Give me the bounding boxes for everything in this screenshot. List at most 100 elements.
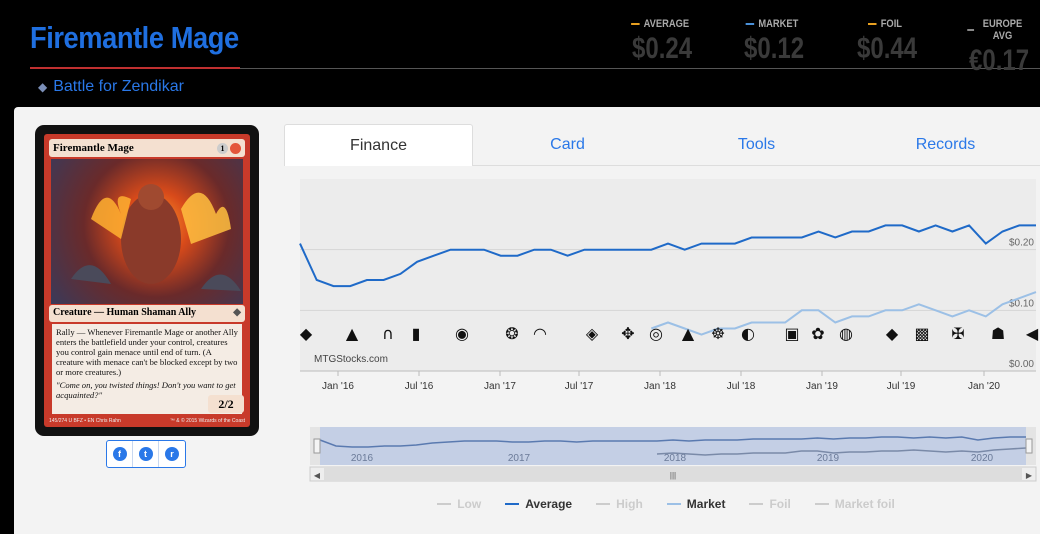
share-reddit-button[interactable]: r	[159, 441, 185, 467]
set-release-icon[interactable]: ✥	[621, 324, 634, 343]
x-tick-label: Jul '18	[727, 381, 756, 392]
set-release-icon[interactable]: ◀	[1026, 324, 1039, 343]
price-chart[interactable]: $0.20 $0.10 $0.00 ◆ ▲ ∩ ▮ ◉ ❂ ◠ ◈ ✥ ◎ ▲ ☸ ◐ ▣ ✿ ◍ ◆ ▩ ✠ ☗ ◀ MTGS…	[292, 169, 1040, 534]
card-footer: 145/274 U BFZ • EN Chris Rahn ™ & © 2015…	[49, 418, 245, 424]
set-release-icon[interactable]: ▮	[412, 324, 421, 343]
legend-label: High	[616, 497, 643, 511]
set-release-icon[interactable]: ◉	[455, 324, 469, 343]
set-release-icon[interactable]: ☗	[991, 324, 1005, 343]
set-release-icon[interactable]: ◈	[586, 324, 599, 343]
price-label: AVERAGE	[630, 18, 690, 30]
share-buttons: f t r	[106, 440, 186, 468]
share-twitter-button[interactable]: t	[133, 441, 159, 467]
navigator-series-market	[656, 447, 1027, 456]
set-release-icon[interactable]: ▩	[914, 324, 929, 343]
set-release-icon[interactable]: ◆	[300, 324, 313, 343]
scrollbar-thumb[interactable]	[324, 468, 1022, 480]
set-symbol-icon: ◆	[38, 80, 48, 94]
price-value: $0.12	[744, 32, 805, 65]
set-release-icon[interactable]: ✿	[811, 324, 824, 343]
set-release-icon[interactable]: ☸	[711, 324, 725, 343]
set-release-icon[interactable]: ◎	[649, 324, 663, 343]
series-line-average[interactable]	[299, 224, 1036, 288]
navigator-label: 2020	[971, 453, 994, 464]
set-release-icon[interactable]: ◆	[886, 324, 899, 343]
x-tick-label: Jan '19	[806, 381, 838, 392]
set-release-icon[interactable]: ❂	[505, 324, 518, 343]
price-europe-avg: EUROPE AVG €0.17	[962, 18, 1032, 78]
set-release-icon[interactable]: ▣	[784, 324, 799, 343]
tab-tools[interactable]: Tools	[737, 136, 776, 153]
card-set-line: BFZ • EN	[73, 418, 95, 424]
legend-label: Average	[525, 497, 573, 511]
set-link[interactable]: ◆ Battle for Zendikar	[38, 78, 184, 96]
set-release-icon[interactable]: ◐	[741, 324, 755, 343]
scroll-right-icon[interactable]: ▶	[1026, 471, 1033, 480]
series-swatch-icon	[867, 23, 877, 25]
set-name: Battle for Zendikar	[53, 78, 184, 95]
set-release-icon[interactable]: ◍	[839, 324, 853, 343]
legend-label: Market	[686, 497, 726, 511]
set-release-icon[interactable]: ▲	[682, 324, 695, 343]
x-tick-label: Jul '17	[565, 381, 594, 392]
set-release-icon[interactable]: ◠	[533, 324, 547, 343]
mana-cost-icon: 1	[217, 142, 241, 154]
card-image[interactable]: Firemantle Mage 1 Creature — Human Shama…	[35, 125, 259, 436]
set-rarity-icon: ◆	[233, 307, 241, 318]
series-swatch-icon	[630, 23, 640, 25]
x-tick-label: Jul '16	[405, 381, 434, 392]
share-facebook-button[interactable]: f	[107, 441, 133, 467]
set-release-icon[interactable]: ✠	[951, 324, 964, 343]
navigator-handle-left[interactable]	[313, 438, 321, 454]
plot-area	[300, 179, 1036, 371]
legend-swatch-icon	[749, 503, 764, 505]
price-average: AVERAGE $0.24	[625, 18, 695, 66]
chart-watermark: MTGStocks.com	[314, 354, 388, 365]
series-line-market[interactable]	[650, 291, 1037, 336]
legend-item-market[interactable]: Market	[666, 497, 726, 511]
tab-bar: Finance Card Tools Records	[284, 124, 1040, 166]
page-title: Firemantle Mage	[30, 20, 239, 55]
main-panel: Firemantle Mage 1 Creature — Human Shama…	[14, 107, 1040, 534]
price-chart-svg[interactable]: $0.20 $0.10 $0.00 ◆ ▲ ∩ ▮ ◉ ❂ ◠ ◈ ✥ ◎ ▲ ☸ ◐ ▣ ✿ ◍ ◆ ▩ ✠ ☗ ◀ MTGS…	[292, 169, 1040, 489]
card-collector-number: 145/274 U	[49, 418, 73, 424]
set-release-icon[interactable]: ▲	[346, 324, 359, 343]
set-release-icon[interactable]: ∩	[382, 324, 394, 343]
tab-records[interactable]: Records	[915, 136, 976, 153]
legend-item-high[interactable]: High	[596, 497, 643, 511]
card-name: Firemantle Mage	[53, 142, 134, 154]
facebook-icon: f	[112, 447, 127, 461]
y-tick-label: $0.20	[1009, 238, 1034, 249]
legend-swatch-icon	[666, 503, 681, 505]
price-label: EUROPE AVG	[967, 18, 1027, 42]
title-divider	[30, 68, 1040, 69]
x-tick-label: Jul '19	[887, 381, 916, 392]
series-swatch-icon	[967, 29, 974, 31]
scroll-grip-icon[interactable]: |||	[670, 471, 676, 480]
navigator-label: 2018	[664, 453, 687, 464]
navigator-selection[interactable]	[320, 427, 1026, 465]
card-flavor-text: "Come on, you twisted things! Don't you …	[56, 380, 236, 400]
legend-label: Low	[457, 497, 482, 511]
x-tick-label: Jan '16	[322, 381, 354, 392]
series-swatch-icon	[745, 23, 755, 25]
card-artist: Chris Rahn	[95, 418, 121, 424]
tab-card[interactable]: Card	[550, 136, 585, 153]
x-tick-label: Jan '18	[644, 381, 676, 392]
card-type: Creature — Human Shaman Ally	[53, 307, 196, 318]
card-type-bar: Creature — Human Shaman Ally ◆	[49, 305, 245, 322]
tab-finance[interactable]: Finance	[284, 124, 474, 166]
legend-swatch-icon	[505, 503, 520, 505]
card-art	[51, 159, 243, 304]
navigator-handle-right[interactable]	[1025, 438, 1033, 454]
legend-label: Market foil	[834, 497, 895, 511]
card-rules-text: Rally — Whenever Firemantle Mage or anot…	[56, 327, 238, 377]
legend-item-average[interactable]: Average	[505, 497, 572, 511]
legend-item-market-foil[interactable]: Market foil	[814, 497, 895, 511]
scroll-left-icon[interactable]: ◀	[314, 471, 321, 480]
price-value: $0.24	[632, 32, 693, 65]
legend-item-low[interactable]: Low	[437, 497, 481, 511]
twitter-icon: t	[138, 447, 153, 461]
legend-item-foil[interactable]: Foil	[749, 497, 791, 511]
price-market: MARKET $0.12	[737, 18, 807, 66]
